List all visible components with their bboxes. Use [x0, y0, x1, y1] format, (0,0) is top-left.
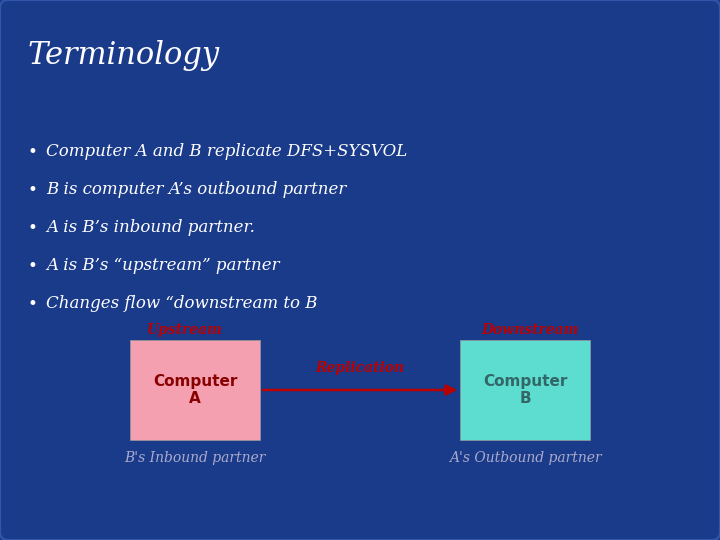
Text: A is B’s “upstream” partner: A is B’s “upstream” partner — [46, 258, 279, 274]
Text: Computer
A: Computer A — [153, 374, 237, 406]
Text: Computer A and B replicate DFS+SYSVOL: Computer A and B replicate DFS+SYSVOL — [46, 144, 408, 160]
Text: •: • — [28, 219, 38, 237]
Text: •: • — [28, 181, 38, 199]
Text: •: • — [28, 257, 38, 275]
Text: A's Outbound partner: A's Outbound partner — [449, 451, 601, 465]
Text: B is computer A’s outbound partner: B is computer A’s outbound partner — [46, 181, 346, 199]
Text: •: • — [28, 143, 38, 161]
Text: Upstream: Upstream — [147, 323, 223, 337]
Text: B's Inbound partner: B's Inbound partner — [125, 451, 266, 465]
Bar — [130, 340, 260, 440]
Text: Downstream: Downstream — [482, 323, 579, 337]
Text: Replication: Replication — [315, 361, 405, 375]
Text: Changes flow “downstream to B: Changes flow “downstream to B — [46, 295, 318, 313]
Text: •: • — [28, 295, 38, 313]
Bar — [460, 340, 590, 440]
Text: A is B’s inbound partner.: A is B’s inbound partner. — [46, 219, 255, 237]
Text: Computer
B: Computer B — [483, 374, 567, 406]
Text: Terminology: Terminology — [28, 40, 220, 71]
